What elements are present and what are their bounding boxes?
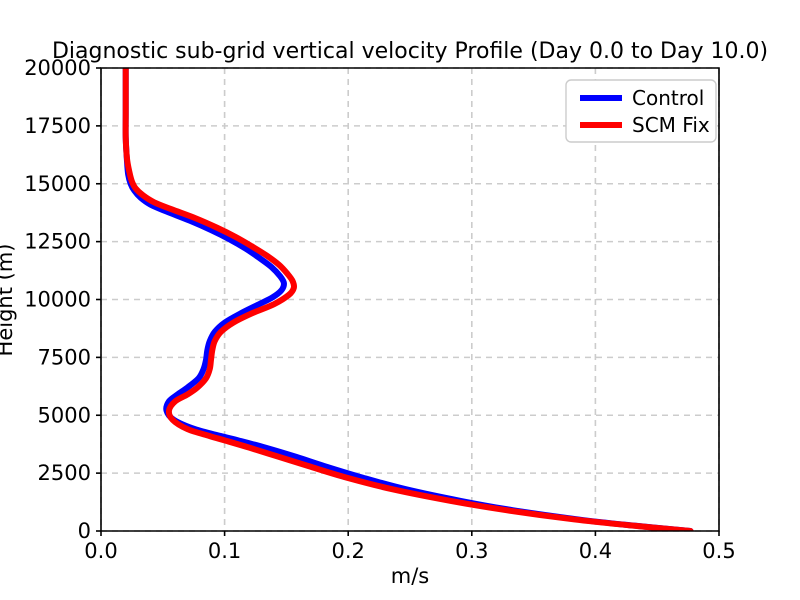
y-tick-label-5: 12500	[24, 230, 91, 254]
x-tick-label-0: 0.0	[84, 539, 117, 563]
data-series-group	[122, 68, 694, 531]
y-tick-label-7: 17500	[24, 114, 91, 138]
y-tick-label-6: 15000	[24, 172, 91, 196]
y-tick-label-0: 0	[78, 519, 91, 543]
x-tick-label-4: 0.4	[579, 539, 612, 563]
legend-label-scm-fix: SCM Fix	[632, 113, 710, 137]
y-tick-label-4: 10000	[24, 288, 91, 312]
y-axis-label: Height (m)	[0, 244, 17, 357]
plot-border	[100, 67, 720, 532]
x-tick-label-1: 0.1	[208, 539, 241, 563]
axes-spines	[100, 67, 720, 532]
y-tick-labels: 0 2500 5000 7500 10000 12500 15000 17500 20000	[24, 56, 91, 543]
x-tick-label-2: 0.2	[331, 539, 364, 563]
legend[interactable]: Control SCM Fix	[565, 79, 717, 143]
y-tick-label-3: 7500	[38, 345, 91, 369]
x-tick-label-5: 0.5	[702, 539, 735, 563]
x-axis-label: m/s	[391, 564, 429, 588]
series-line-control	[122, 68, 694, 531]
y-tick-label-2: 5000	[38, 403, 91, 427]
x-tick-labels: 0.0 0.1 0.2 0.3 0.4 0.5	[84, 539, 735, 563]
y-tick-label-1: 2500	[38, 461, 91, 485]
legend-label-control: Control	[632, 86, 704, 110]
x-tick-label-3: 0.3	[455, 539, 488, 563]
series-line-scm-fix	[122, 68, 694, 531]
tick-marks	[96, 67, 720, 536]
y-tick-label-8: 20000	[24, 56, 91, 80]
chart-title: Diagnostic sub-grid vertical velocity Pr…	[52, 39, 768, 64]
